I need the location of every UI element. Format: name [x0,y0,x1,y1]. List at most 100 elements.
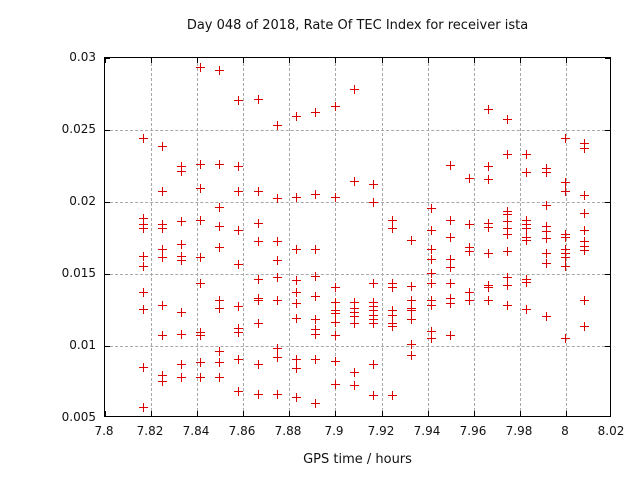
marker-bar-v [200,358,202,368]
y-gridline [105,130,610,131]
marker-bar-v [238,225,240,235]
x-tick-mark [151,58,152,63]
marker-bar-v [334,330,336,340]
marker-bar-v [257,218,259,228]
y-tick-label: 0.03 [69,50,96,64]
data-point-marker [253,274,263,284]
data-point-marker [503,247,513,257]
x-tick-mark [382,411,383,416]
data-point-marker [522,235,532,245]
marker-bar-v [545,168,547,178]
marker-bar-v [564,178,566,188]
data-point-marker [445,299,455,309]
y-tick-mark [105,346,110,347]
data-point-marker [407,282,417,291]
data-point-marker [330,309,340,319]
marker-bar-v [238,260,240,270]
data-point-marker [426,204,436,214]
marker-bar-v [296,112,297,121]
data-point-marker [560,133,570,143]
marker-bar-v [545,234,547,244]
data-point-marker [234,96,244,106]
x-gridline [428,58,429,416]
marker-bar-v [315,355,317,365]
chart-title: Day 048 of 2018, Rate Of TEC Index for r… [186,18,529,33]
data-point-marker [272,256,282,265]
marker-bar-v [449,293,451,303]
data-point-marker [196,372,206,382]
marker-bar-v [430,326,432,336]
data-point-marker [176,240,186,250]
marker-bar-v [238,162,240,172]
data-point-marker [503,273,513,283]
marker-bar-v [526,149,528,159]
x-tick-mark [289,58,290,63]
data-point-marker [407,235,417,245]
data-point-marker [580,143,589,153]
x-gridline [197,58,198,416]
y-tick-label: 0.01 [69,338,96,352]
marker-bar-v [468,220,470,229]
marker-bar-v [564,233,566,242]
marker-bar-v [564,186,566,196]
data-point-marker [311,315,321,325]
marker-bar-v [545,258,547,268]
marker-bar-v [315,271,317,281]
data-point-marker [215,202,225,212]
marker-bar-v [161,142,163,152]
data-point-marker [426,300,436,310]
data-point-marker [560,261,570,271]
data-point-marker [157,244,167,254]
marker-bar-v [430,333,432,343]
data-point-marker [388,310,398,320]
marker-bar-v [507,224,509,234]
data-point-marker [157,253,167,263]
marker-bar-v [200,330,202,340]
data-point-marker [138,287,148,297]
marker-bar-v [545,312,547,322]
marker-bar-v [545,248,547,258]
data-point-marker [349,297,359,307]
marker-bar-v [449,215,451,225]
marker-bar-v [276,343,278,353]
data-point-marker [292,112,301,121]
marker-bar-v [276,194,278,204]
marker-bar-v [507,300,509,310]
marker-bar-v [584,246,585,255]
data-point-marker [464,287,474,297]
data-point-marker [580,246,589,255]
x-tick-label: 7.82 [136,424,164,438]
data-point-marker [215,66,225,75]
marker-bar-v [353,297,355,307]
data-point-marker [253,390,263,399]
y-tick-mark [105,58,110,59]
marker-bar-v [468,174,470,183]
data-point-marker [157,224,167,234]
marker-bar-v [353,312,355,322]
x-tick-mark [243,58,244,63]
marker-bar-v [334,297,336,307]
data-point-marker [464,220,474,229]
data-point-marker [541,221,551,231]
marker-bar-v [488,248,490,258]
marker-bar-v [449,299,451,309]
marker-bar-v [276,390,278,399]
data-point-marker [272,352,282,362]
y-tick-mark [605,274,610,275]
marker-bar-v [219,243,221,253]
marker-bar-v [276,352,278,362]
data-point-marker [176,256,186,265]
marker-bar-v [488,296,490,306]
data-point-marker [311,398,321,408]
marker-bar-v [257,94,259,104]
data-point-marker [349,319,359,329]
data-point-marker [580,225,589,235]
data-point-marker [426,326,436,336]
data-point-marker [560,233,570,242]
marker-bar-v [142,224,144,234]
data-point-marker [311,329,321,339]
data-point-marker [253,296,263,306]
data-point-marker [157,377,167,386]
marker-bar-v [200,184,202,193]
marker-bar-v [584,143,585,153]
